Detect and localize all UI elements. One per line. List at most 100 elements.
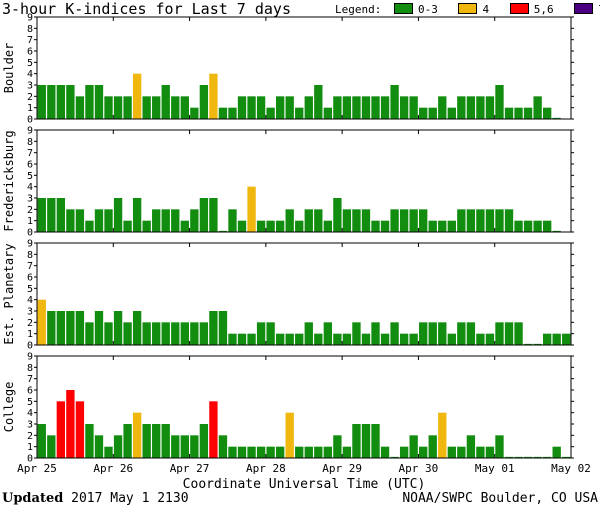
bar <box>142 220 151 232</box>
bar <box>504 456 514 458</box>
bar <box>352 209 361 232</box>
bar <box>209 401 218 458</box>
y-tick-label: 7 <box>27 374 33 385</box>
bar <box>466 96 476 119</box>
y-tick-label: 7 <box>27 35 33 46</box>
bar <box>399 209 409 232</box>
bar <box>295 107 304 119</box>
bar <box>123 220 132 232</box>
bar <box>94 435 104 458</box>
bar <box>256 322 266 345</box>
y-tick-label: 9 <box>27 352 33 363</box>
panel-ylabel: College <box>2 382 16 433</box>
bar <box>85 85 94 119</box>
bar <box>285 96 294 119</box>
bar <box>419 107 428 119</box>
bar <box>275 333 285 345</box>
bar <box>275 446 285 458</box>
bar <box>399 96 409 119</box>
y-tick-label: 8 <box>27 363 33 374</box>
bar <box>180 322 189 345</box>
bar <box>399 333 409 345</box>
bar <box>390 85 399 119</box>
bar <box>199 198 209 232</box>
bar <box>132 73 142 119</box>
bar <box>361 424 371 458</box>
bar <box>85 322 94 345</box>
bar <box>237 446 247 458</box>
bar <box>171 435 180 458</box>
bar <box>218 311 228 345</box>
bar <box>361 209 371 232</box>
bar <box>552 333 561 345</box>
bar <box>390 322 399 345</box>
bar <box>333 435 342 458</box>
y-tick-label: 3 <box>27 81 33 92</box>
bar <box>342 96 352 119</box>
bar <box>228 107 237 119</box>
bar <box>533 96 542 119</box>
bar <box>180 435 189 458</box>
legend-label-0-3: 0-3 <box>417 3 438 16</box>
bar <box>171 209 180 232</box>
bar <box>56 198 66 232</box>
bar <box>75 311 85 345</box>
bar <box>380 96 390 119</box>
bar <box>476 446 485 458</box>
bar <box>285 412 294 458</box>
bar <box>428 322 437 345</box>
bar <box>113 198 123 232</box>
bar <box>56 401 66 458</box>
bar <box>113 311 123 345</box>
y-tick-label: 5 <box>27 284 33 295</box>
bar <box>304 446 313 458</box>
bar <box>380 333 390 345</box>
bar <box>333 198 342 232</box>
bar <box>123 322 132 345</box>
bar <box>190 107 199 119</box>
bar <box>228 333 237 345</box>
bar <box>256 220 266 232</box>
bar <box>495 85 504 119</box>
bar <box>514 456 523 458</box>
bar <box>190 209 199 232</box>
panel-ylabel: Fredericksburg <box>2 130 16 231</box>
y-tick-label: 4 <box>27 295 33 306</box>
updated-value: 2017 May 1 2130 <box>71 491 189 506</box>
bar <box>304 209 313 232</box>
y-tick-label: 9 <box>27 239 33 250</box>
y-tick-label: 5 <box>27 171 33 182</box>
y-tick-label: 2 <box>27 92 33 103</box>
bar <box>161 322 170 345</box>
bar <box>142 424 151 458</box>
bar <box>495 209 504 232</box>
bar <box>457 446 466 458</box>
bar <box>237 96 247 119</box>
bar <box>504 107 514 119</box>
bar <box>466 435 476 458</box>
y-tick-label: 4 <box>27 69 33 80</box>
bar <box>523 456 533 458</box>
bar <box>56 85 66 119</box>
bar <box>342 333 352 345</box>
bar <box>304 322 313 345</box>
y-tick-label: 2 <box>27 431 33 442</box>
bar <box>314 85 323 119</box>
y-tick-label: 4 <box>27 182 33 193</box>
bar <box>247 96 256 119</box>
legend-label-4: 4 <box>482 3 490 16</box>
bar <box>104 446 113 458</box>
bar <box>380 220 390 232</box>
bar <box>476 96 485 119</box>
bar <box>132 311 142 345</box>
y-tick-label: 2 <box>27 205 33 216</box>
bar <box>37 299 46 345</box>
bar <box>37 85 46 119</box>
bar <box>104 322 113 345</box>
x-tick-label: Apr 29 <box>322 462 362 475</box>
y-tick-label: 6 <box>27 47 33 58</box>
updated-label: Updated <box>2 491 64 506</box>
bar <box>180 96 189 119</box>
bar <box>485 446 495 458</box>
bar <box>457 209 466 232</box>
